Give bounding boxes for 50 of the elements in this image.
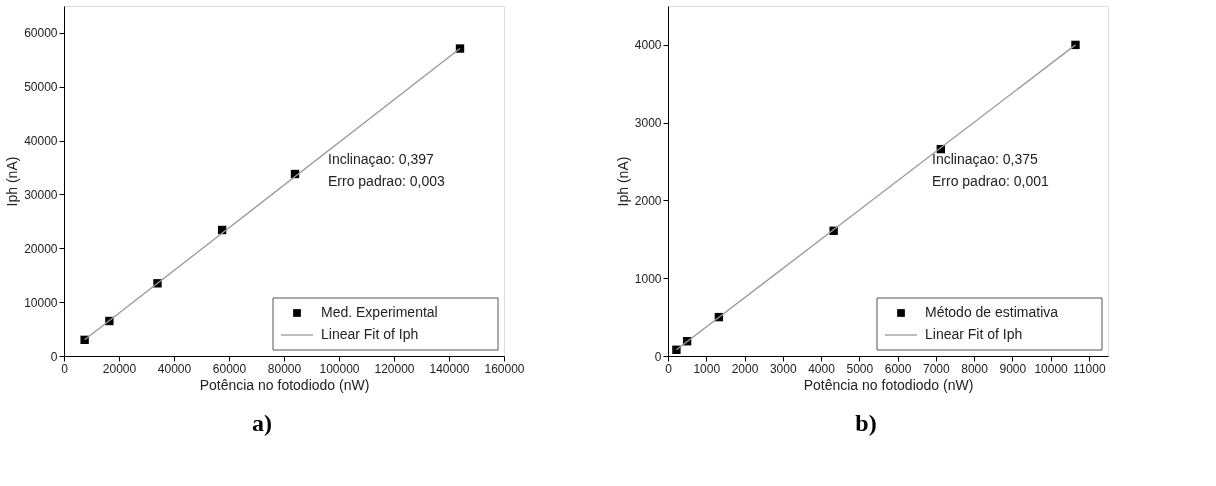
y-tick-label: 30000 xyxy=(24,187,58,202)
y-tick-label: 10000 xyxy=(24,295,58,310)
y-tick-label: 4000 xyxy=(634,38,662,53)
annotation: Inclinaçao: 0,375 xyxy=(932,151,1039,167)
legend-label: Med. Experimental xyxy=(321,304,438,320)
x-tick-label: 100000 xyxy=(319,361,360,376)
x-tick-label: 40000 xyxy=(157,361,192,376)
legend-label: Método de estimativa xyxy=(925,304,1059,320)
legend-label: Linear Fit of Iph xyxy=(925,326,1023,342)
y-tick-label: 0 xyxy=(654,349,662,364)
y-tick-label: 2000 xyxy=(634,193,662,208)
text: a) xyxy=(252,410,272,436)
x-tick-label: 7000 xyxy=(922,361,950,376)
y-axis-title: Iph (nA) xyxy=(614,156,631,207)
y-axis-title: Iph (nA) xyxy=(4,156,21,207)
x-tick-label: 0 xyxy=(61,361,69,376)
x-tick-label: 4000 xyxy=(808,361,836,376)
x-tick-label: 8000 xyxy=(961,361,989,376)
y-tick-label: 50000 xyxy=(24,80,58,95)
y-tick-label: 20000 xyxy=(24,241,58,256)
x-tick-label: 160000 xyxy=(484,361,525,376)
x-tick-label: 60000 xyxy=(212,361,247,376)
x-tick-label: 1000 xyxy=(693,361,721,376)
annotation: Erro padrao: 0,001 xyxy=(932,173,1049,189)
x-tick-label: 3000 xyxy=(769,361,797,376)
x-tick-label: 5000 xyxy=(846,361,874,376)
legend-label: Linear Fit of Iph xyxy=(321,326,419,342)
x-tick-label: 11000 xyxy=(1073,361,1106,376)
annotation: Inclinaçao: 0,397 xyxy=(328,151,435,167)
x-tick-label: 80000 xyxy=(267,361,302,376)
x-tick-label: 9000 xyxy=(999,361,1027,376)
point xyxy=(455,44,465,53)
x-tick-label: 120000 xyxy=(374,361,415,376)
x-tick-label: 20000 xyxy=(102,361,137,376)
text: b) xyxy=(855,410,877,436)
x-tick-label: 0 xyxy=(665,361,673,376)
y-tick-label: 40000 xyxy=(24,134,58,149)
x-tick-label: 10000 xyxy=(1034,361,1069,376)
y-tick-label: 1000 xyxy=(634,271,662,286)
y-tick-label: 0 xyxy=(50,349,58,364)
x-tick-label: 140000 xyxy=(429,361,470,376)
y-tick-label: 60000 xyxy=(24,26,58,41)
point xyxy=(672,345,681,354)
x-axis-title: Potência no fotodiodo (nW) xyxy=(803,376,974,393)
x-tick-label: 2000 xyxy=(731,361,759,376)
point xyxy=(1071,40,1080,50)
y-tick-label: 3000 xyxy=(634,116,662,131)
x-axis-title: Potência no fotodiodo (nW) xyxy=(199,376,370,393)
annotation: Erro padrao: 0,003 xyxy=(328,173,445,189)
x-tick-label: 6000 xyxy=(884,361,912,376)
